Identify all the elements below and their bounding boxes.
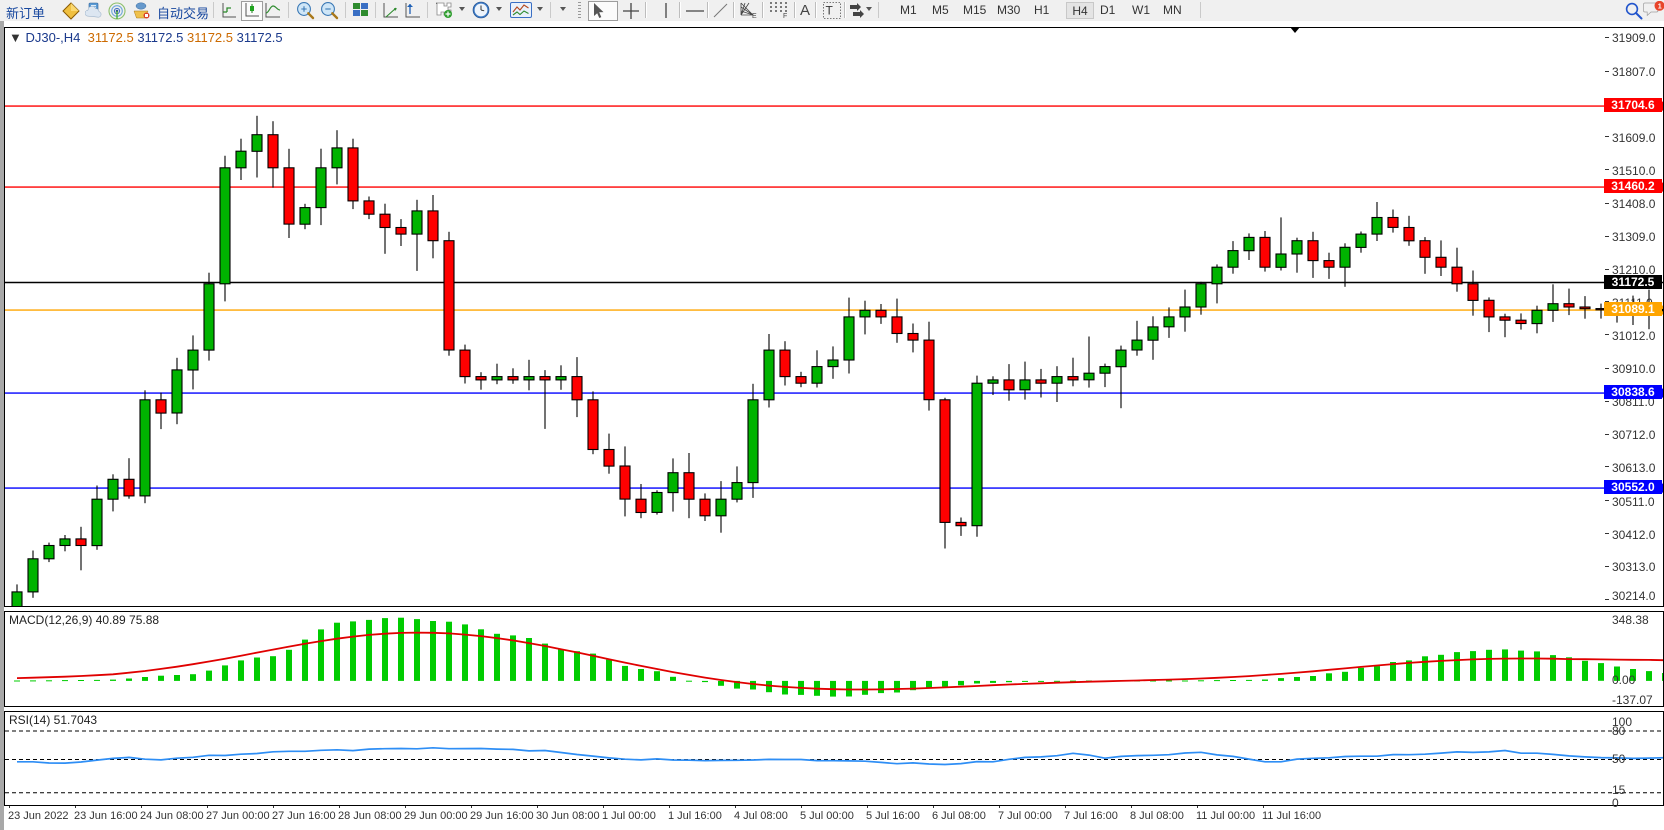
- svg-text:T: T: [826, 4, 834, 18]
- svg-text:1: 1: [1658, 2, 1662, 11]
- svg-text:E: E: [752, 13, 757, 19]
- svg-text:F: F: [783, 13, 787, 18]
